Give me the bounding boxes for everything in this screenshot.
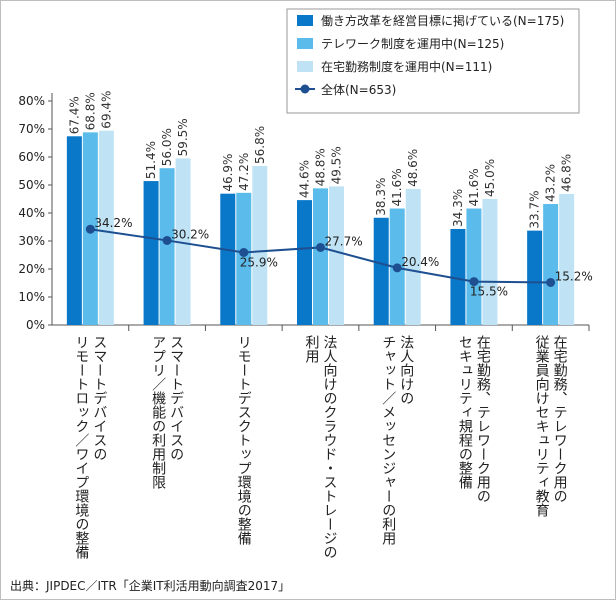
- line-point-c6: [469, 277, 479, 287]
- bar-value-label: 51.4%: [144, 141, 158, 179]
- line-point-c1: [85, 224, 95, 234]
- bar-s3-c5: [405, 188, 421, 325]
- legend-label: 働き方改革を経営目標に掲げている(N=175): [321, 13, 564, 28]
- category-label: 法人向けのクラウド・ストレージの: [322, 335, 338, 559]
- category-label: リモートロック／ワイプ環境の整備: [73, 335, 89, 559]
- category-label: 利用: [304, 335, 320, 364]
- y-tick-label: 0%: [26, 318, 45, 332]
- bar-value-label: 47.2%: [237, 153, 251, 191]
- bar-value-label: 41.6%: [467, 168, 481, 206]
- y-tick-label: 40%: [18, 206, 45, 220]
- bar-value-label: 41.6%: [390, 168, 404, 206]
- bar-s3-c6: [482, 199, 498, 325]
- category-label: 在宅勤務、テレワーク用の: [552, 335, 568, 503]
- y-tick-label: 60%: [18, 150, 45, 164]
- legend-swatch-s3: [297, 61, 313, 72]
- bar-s1-c1: [66, 136, 82, 325]
- bar-s3-c7: [559, 193, 575, 325]
- bar-s3-c1: [98, 130, 114, 325]
- line-value-label: 27.7%: [325, 234, 363, 248]
- category-label: 従業員向けセキュリティ教育: [534, 335, 550, 517]
- line-point-c7: [546, 277, 556, 287]
- category-label: アプリ／機能の利用制限: [150, 335, 166, 489]
- bar-value-label: 48.6%: [406, 149, 420, 187]
- bar-s1-c2: [143, 181, 159, 325]
- bar-s2-c7: [543, 204, 559, 325]
- bar-value-label: 38.3%: [374, 178, 388, 216]
- legend-swatch-s2: [297, 38, 313, 49]
- category-label: 法人向けの: [398, 335, 414, 405]
- bar-value-label: 46.8%: [560, 154, 574, 192]
- line-value-label: 20.4%: [401, 255, 439, 269]
- legend-label: 在宅勤務制度を運用中(N=111): [321, 59, 492, 74]
- bar-s1-c7: [527, 230, 543, 325]
- line-point-c2: [162, 235, 172, 245]
- line-value-label: 15.5%: [470, 285, 508, 299]
- bar-s2-c6: [466, 208, 482, 325]
- category-label: スマートデバイスの: [91, 335, 107, 461]
- legend-label: テレワーク制度を運用中(N=125): [321, 36, 504, 51]
- legend-label: 全体(N=653): [321, 82, 396, 97]
- bar-value-label: 68.8%: [83, 92, 97, 130]
- legend-box: [286, 8, 580, 114]
- bar-value-label: 56.8%: [253, 126, 267, 164]
- line-value-label: 34.2%: [94, 216, 132, 230]
- line-value-label: 15.2%: [555, 269, 593, 283]
- bar-value-label: 33.7%: [528, 191, 542, 229]
- bar-value-label: 69.4%: [99, 91, 113, 129]
- bar-s3-c4: [329, 186, 344, 325]
- line-value-label: 25.9%: [240, 255, 278, 269]
- bar-s2-c4: [313, 188, 328, 325]
- bar-s3-c2: [175, 158, 191, 325]
- bar-value-label: 43.2%: [544, 164, 558, 202]
- bar-s2-c2: [159, 168, 175, 325]
- y-tick-label: 10%: [18, 290, 45, 304]
- bar-s1-c6: [450, 228, 466, 325]
- y-tick-label: 30%: [18, 234, 45, 248]
- line-point-c3: [239, 247, 249, 257]
- bar-value-label: 48.8%: [314, 148, 328, 186]
- bar-value-label: 44.6%: [298, 160, 312, 198]
- bar-value-label: 49.5%: [330, 146, 344, 184]
- bar-s3-c3: [252, 165, 268, 325]
- category-label: セキュリティ規程の整備: [457, 335, 473, 489]
- category-label: 在宅勤務、テレワーク用の: [475, 335, 491, 503]
- y-tick-label: 70%: [18, 122, 45, 136]
- y-tick-label: 20%: [18, 262, 45, 276]
- category-label: スマートデバイスの: [168, 335, 184, 461]
- category-label: リモートデスクトップ環境の整備: [236, 335, 252, 545]
- line-value-label: 30.2%: [171, 227, 209, 241]
- line-point-c5: [392, 263, 402, 273]
- source-note: 出典：JIPDEC／ITR「企業IT利活用動向調査2017」: [10, 579, 291, 593]
- bar-value-label: 59.5%: [176, 118, 190, 156]
- bar-s1-c3: [220, 193, 236, 325]
- bar-value-label: 34.3%: [451, 189, 465, 227]
- bar-value-label: 45.0%: [483, 159, 497, 197]
- bar-value-label: 56.0%: [160, 128, 174, 166]
- legend-line-marker: [300, 84, 310, 94]
- bar-value-label: 46.9%: [221, 154, 235, 192]
- bar-s2-c3: [236, 192, 252, 325]
- y-tick-label: 80%: [18, 94, 45, 108]
- bar-s1-c5: [373, 217, 389, 325]
- legend-swatch-s1: [297, 15, 313, 26]
- bar-s1-c4: [297, 200, 312, 325]
- y-tick-label: 50%: [18, 178, 45, 192]
- bar-value-label: 67.4%: [67, 96, 81, 134]
- category-label: チャット／メッセンジャーの利用: [380, 335, 396, 546]
- line-point-c4: [316, 242, 325, 252]
